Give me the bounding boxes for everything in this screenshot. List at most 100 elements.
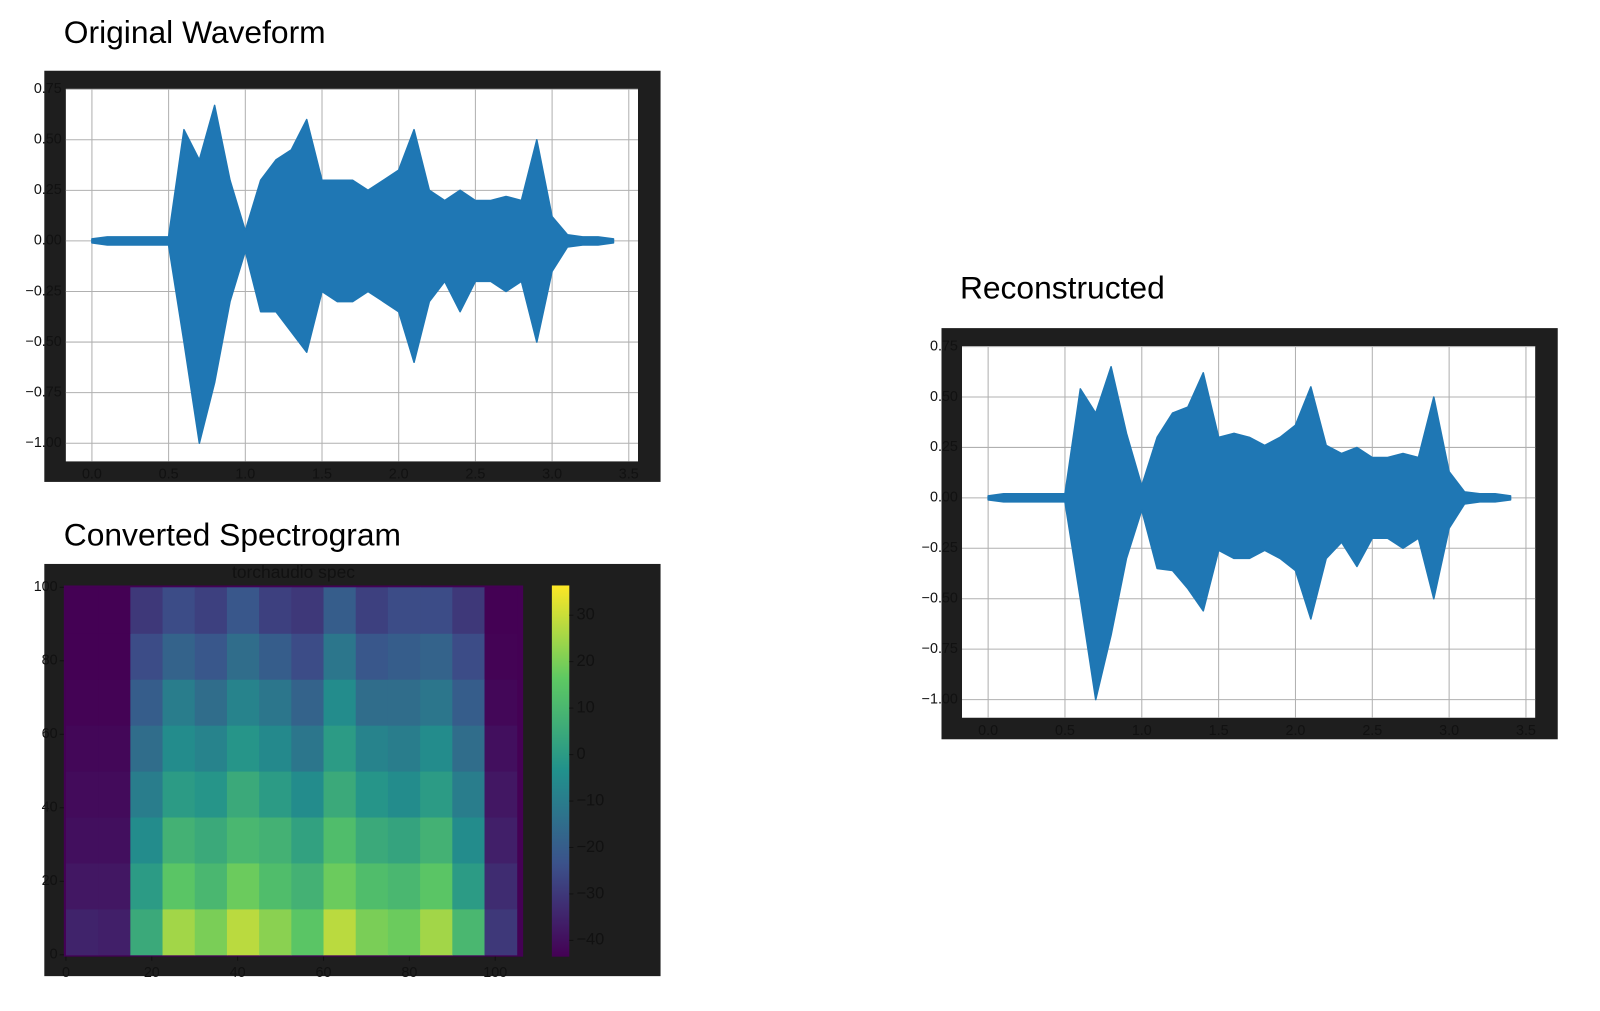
heatmap-cell [65, 633, 99, 680]
waveform-envelope [987, 366, 1512, 701]
heatmap-cell [452, 908, 486, 956]
heatmap-cell [65, 771, 99, 818]
heatmap-cell [387, 908, 421, 956]
heatmap-cell [226, 817, 260, 864]
heatmap-cell [162, 862, 196, 910]
heatmap-cell [291, 725, 325, 772]
y-tick-label: 0.50 [930, 389, 958, 405]
y-tick-label: 0.25 [930, 439, 958, 455]
heatmap-cell [130, 908, 164, 956]
heatmap-cell [259, 587, 292, 634]
x-tick-label: 1.0 [1132, 723, 1152, 739]
y-tick-label: 0.50 [34, 132, 62, 148]
heatmap-cell [194, 817, 228, 864]
heatmap-cell [259, 908, 292, 956]
x-tick-label: 2.0 [389, 467, 409, 483]
heatmap-cell [420, 817, 453, 864]
heatmap-cell [387, 633, 421, 680]
heatmap-cell [162, 679, 196, 726]
heatmap-cell [452, 679, 486, 726]
heatmap-cell [484, 908, 518, 956]
heatmap-cell [420, 679, 453, 726]
heatmap-cell [226, 771, 260, 818]
heatmap-cell [194, 633, 228, 680]
heatmap-cell [130, 862, 164, 910]
heatmap-cell [65, 725, 99, 772]
heatmap-cell [452, 817, 486, 864]
heatmap-cell [484, 587, 518, 634]
x-tick-label: 100 [483, 965, 507, 981]
x-tick-label: 3.5 [619, 467, 639, 483]
heatmap-cell [323, 725, 357, 772]
heatmap-cell [259, 725, 292, 772]
y-tick-label: −0.25 [25, 283, 61, 299]
y-tick-label: −0.50 [922, 591, 958, 607]
heatmap-cell [323, 908, 357, 956]
colorbar-tick-label: 20 [576, 652, 594, 670]
x-tick-label: 3.0 [1439, 723, 1459, 739]
heatmap-cell [484, 771, 518, 818]
heatmap-cell [291, 587, 325, 634]
heatmap-cell [259, 679, 292, 726]
heatmap-cell [259, 862, 292, 910]
heatmap-cell [162, 633, 196, 680]
x-tick-label: 0.0 [978, 723, 998, 739]
heatmap-cell [259, 771, 292, 818]
heatmap-cell [355, 817, 389, 864]
heatmap-cell [387, 725, 421, 772]
x-tick-label: 1.5 [1209, 723, 1229, 739]
x-tick-label: 20 [144, 965, 160, 981]
heatmap-cell [355, 862, 389, 910]
heatmap-cell [98, 817, 131, 864]
colorbar-tick-label: 0 [576, 745, 585, 763]
heatmap-cell [130, 679, 164, 726]
heatmap-cell [323, 817, 357, 864]
heatmap-cell [98, 679, 131, 726]
y-tick-label: 80 [42, 653, 58, 669]
y-tick-label: 20 [42, 873, 58, 889]
heatmap-cell [65, 679, 99, 726]
heatmap-cell [323, 679, 357, 726]
heatmap-cell [484, 725, 518, 772]
heatmap-cell [387, 862, 421, 910]
colorbar-tick-label: −20 [576, 838, 604, 856]
heatmap-cell [420, 862, 453, 910]
heatmap-cell [130, 817, 164, 864]
heatmap-cell [194, 679, 228, 726]
x-tick-label: 60 [316, 965, 332, 981]
x-tick-label: 0.0 [82, 467, 102, 483]
heatmap-cell [291, 633, 325, 680]
heatmap-cell [355, 587, 389, 634]
heatmap-cell [226, 725, 260, 772]
x-tick-label: 80 [401, 965, 417, 981]
y-tick-label: 0.00 [34, 233, 62, 249]
heatmap-cell [98, 725, 131, 772]
heatmap-cell [484, 862, 518, 910]
heatmap-cell [65, 587, 99, 634]
y-tick-label: −0.50 [25, 334, 61, 350]
heatmap-cell [194, 908, 228, 956]
heatmap-cell [387, 817, 421, 864]
heatmap-cell [291, 771, 325, 818]
heatmap-cell [162, 817, 196, 864]
heatmap-cell [452, 633, 486, 680]
heatmap-cell [355, 633, 389, 680]
y-tick-label: −0.25 [922, 540, 958, 556]
x-tick-label: 1.0 [235, 467, 255, 483]
heatmap-cell [259, 633, 292, 680]
heatmap-cell [65, 908, 99, 956]
heatmap-cell [291, 817, 325, 864]
panel-title: Original Waveform [64, 14, 326, 50]
heatmap-cell [420, 587, 453, 634]
heatmap-cell [387, 587, 421, 634]
y-tick-label: 0.25 [34, 182, 62, 198]
heatmap-cell [130, 725, 164, 772]
heatmap-cell [420, 633, 453, 680]
x-tick-label: 40 [230, 965, 246, 981]
heatmap-cell [259, 817, 292, 864]
heatmap-cell [355, 679, 389, 726]
heatmap-cell [420, 908, 453, 956]
x-tick-label: 0 [62, 965, 70, 981]
heatmap-cell [387, 771, 421, 818]
